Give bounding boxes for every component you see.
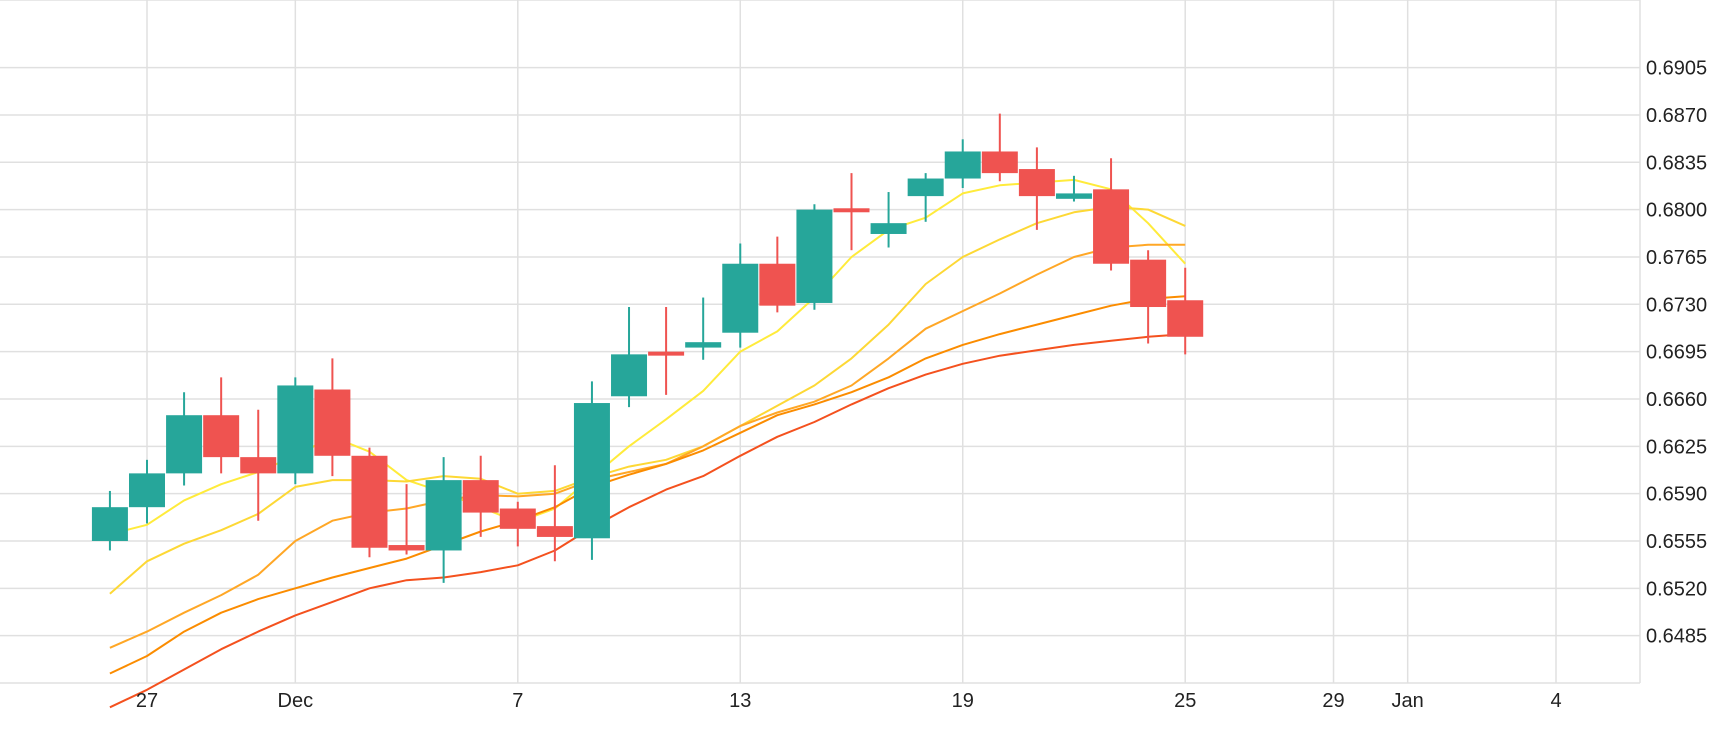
y-tick-label: 0.6800 — [1646, 200, 1707, 222]
candle-body — [907, 178, 944, 197]
candle — [240, 409, 277, 521]
candle-body — [796, 209, 833, 303]
grid-layer — [0, 0, 1641, 684]
candle — [462, 455, 499, 537]
y-tick-label: 0.6485 — [1646, 626, 1707, 648]
x-tick-label: 29 — [1322, 690, 1344, 712]
x-tick-label: Dec — [278, 690, 314, 712]
candle-body — [536, 526, 573, 537]
candle — [166, 392, 203, 486]
candle-body — [944, 151, 981, 179]
y-tick-label: 0.6730 — [1646, 294, 1707, 316]
y-tick-label: 0.6555 — [1646, 531, 1707, 553]
y-tick-label: 0.6765 — [1646, 247, 1707, 269]
candle — [314, 358, 351, 477]
y-tick-label: 0.6625 — [1646, 436, 1707, 458]
candle — [648, 307, 685, 395]
x-tick-label: 13 — [729, 690, 751, 712]
x-tick-label: 27 — [136, 690, 158, 712]
candle-body — [722, 263, 759, 333]
candle-body — [833, 208, 870, 213]
candle-body — [425, 480, 462, 551]
candle — [1130, 250, 1167, 344]
candle — [1018, 147, 1055, 230]
candle-body — [611, 354, 648, 397]
x-tick-label: Jan — [1392, 690, 1424, 712]
candle — [611, 307, 648, 408]
x-tick-label: 25 — [1174, 690, 1196, 712]
candle — [388, 484, 425, 555]
candle-body — [499, 508, 536, 529]
candle — [129, 459, 165, 524]
candle-body — [648, 351, 685, 356]
candle-body — [685, 342, 722, 348]
candle — [1093, 158, 1130, 271]
candle — [1167, 267, 1204, 355]
candle-body — [91, 507, 128, 541]
candle — [499, 501, 536, 547]
candle-body — [1167, 300, 1204, 337]
candle — [573, 381, 610, 560]
candle — [833, 173, 870, 251]
candle — [685, 297, 722, 360]
y-tick-label: 0.6520 — [1646, 578, 1707, 600]
x-tick-label: 7 — [512, 690, 523, 712]
y-tick-label: 0.6835 — [1646, 152, 1707, 174]
candle-body — [462, 480, 499, 513]
candle-body — [981, 151, 1018, 174]
candle-body — [314, 389, 351, 456]
y-tick-label: 0.6590 — [1646, 484, 1707, 506]
candle — [351, 447, 388, 558]
candle-layer — [91, 113, 1204, 583]
candle — [907, 173, 944, 222]
candle-body — [1093, 189, 1130, 264]
y-tick-label: 0.6870 — [1646, 105, 1707, 127]
candle-body — [1130, 259, 1167, 308]
moving-average-line-2 — [109, 205, 1186, 595]
candle — [981, 113, 1018, 182]
moving-average-line-4 — [109, 295, 1186, 675]
moving-average-layer — [109, 178, 1186, 709]
candle-body — [203, 415, 240, 458]
candle-body — [870, 223, 907, 234]
moving-average-line-5 — [109, 333, 1186, 709]
candle — [796, 204, 833, 310]
candle — [91, 490, 128, 551]
axis-layer: 0.6485 0.6520 0.6555 0.6590 0.6625 0.6660 0.66… — [136, 58, 1707, 712]
candle-body — [1018, 169, 1055, 197]
candle-body — [759, 263, 796, 306]
x-tick-label: 19 — [952, 690, 974, 712]
moving-average-line-1 — [109, 178, 1186, 536]
candle — [277, 377, 314, 485]
candle-body — [277, 385, 314, 474]
candle — [944, 139, 981, 188]
candle-body — [388, 545, 425, 551]
candle — [1055, 175, 1092, 202]
candle-body — [240, 457, 277, 474]
y-tick-label: 0.6695 — [1646, 342, 1707, 364]
candle — [425, 457, 462, 583]
candle-body — [129, 473, 165, 508]
candle-body — [351, 455, 388, 548]
candle-body — [573, 403, 610, 539]
y-tick-label: 0.6905 — [1646, 58, 1707, 80]
candle-body — [1055, 193, 1092, 199]
candle — [759, 236, 796, 313]
candle — [870, 192, 907, 248]
candle — [203, 377, 240, 474]
moving-average-line-3 — [109, 243, 1186, 649]
x-tick-label: 4 — [1550, 690, 1561, 712]
candle — [536, 465, 573, 562]
candle-body — [166, 415, 203, 474]
candle — [722, 243, 759, 348]
y-tick-label: 0.6660 — [1646, 389, 1707, 411]
